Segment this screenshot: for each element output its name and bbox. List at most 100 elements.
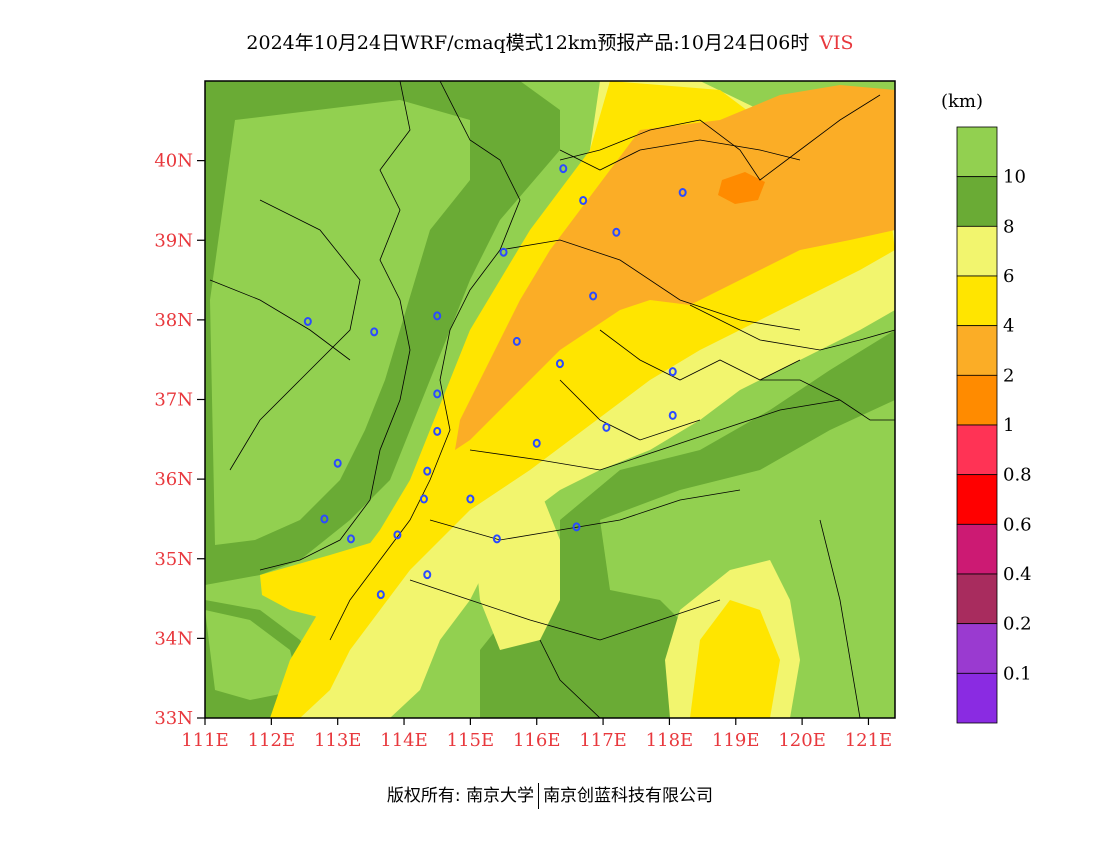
colorbar-label: 0.6 [1003,514,1032,535]
lon-tick-label: 119E [712,730,760,751]
colorbar-label: 4 [1003,316,1014,337]
colorbar-label: 6 [1003,266,1014,287]
boundary-line [819,519,861,718]
lon-tick-label: 112E [248,730,296,751]
city-marker [612,227,621,237]
city-marker [555,359,564,369]
boundary-lines [209,81,895,718]
colorbar-swatch [956,325,998,376]
vis-inner-green-se [600,400,895,718]
lat-tick-label: 39N [154,230,193,251]
copyright-footer: 版权所有: 南京大学 南京创蓝科技有限公司 [0,781,1100,809]
colorbar-label: 0.2 [1003,614,1032,635]
colorbar-swatch [956,623,998,674]
city-marker [559,164,568,174]
colorbar-swatch [956,225,998,277]
lat-tick-label: 36N [154,469,193,490]
boundary-line [409,579,721,641]
colorbar-swatch [956,474,998,525]
colorbar-swatch [956,672,998,724]
city-marker [423,466,432,476]
vis-region-4-6-west [260,540,400,620]
boundary-line [469,399,841,471]
city-marker [512,336,521,346]
footer-separator [538,783,540,809]
colorbar-label: 2 [1003,365,1014,386]
city-marker [668,367,677,377]
city-marker [333,458,342,468]
boundary-line [329,81,521,641]
colorbar-label: 0.8 [1003,465,1032,486]
vis-inner-green-west [210,100,470,545]
vis-inner-green-sw [205,610,300,700]
lat-tick-label: 34N [154,628,193,649]
city-marker [572,522,581,532]
city-marker [423,570,432,580]
colorbar-swatch [956,126,998,178]
lon-tick-label: 113E [314,730,362,751]
vis-region-1-2 [718,172,765,204]
title-text: 2024年10月24日WRF/cmaq模式12km预报产品:10月24日06时 [246,32,810,54]
vis-region-2-4 [455,85,895,450]
lat-tick-label: 35N [154,549,193,570]
legend-unit: (km) [941,91,984,112]
coastline [559,94,881,181]
city-marker [499,247,508,257]
lat-tick-label: 37N [154,390,193,411]
city-marker [532,438,541,448]
coastline [760,379,895,421]
colorbar-swatch [956,573,998,625]
lon-tick-label: 118E [646,730,694,751]
vis-region-4-6-se [690,600,780,718]
lon-tick-label: 116E [513,730,561,751]
city-marker [376,590,385,600]
boundary-line [499,239,801,331]
lon-tick-label: 120E [778,730,826,751]
city-marker [678,187,687,197]
lon-tick-label: 114E [380,730,428,751]
colorbar-label: 0.4 [1003,564,1032,585]
city-marker [602,422,611,432]
city-marker [433,426,442,436]
vis-region-6-8-south [470,490,560,650]
map-title: 2024年10月24日WRF/cmaq模式12km预报产品:10月24日06时 V… [0,28,1100,55]
city-marker [579,195,588,205]
colorbar-swatch [956,523,998,575]
lat-tick-label: 38N [154,310,193,331]
city-markers [303,164,687,600]
city-marker [419,494,428,504]
city-marker [433,389,442,399]
city-marker [492,534,501,544]
boundary-line [599,329,801,381]
copyright-label: 版权所有: [386,786,461,806]
colorbar-swatch [956,424,998,476]
owner-nju: 南京大学 [466,786,535,806]
colorbar-swatch [956,374,998,426]
city-marker [433,311,442,321]
city-marker [668,410,677,420]
lon-tick-label: 115E [447,730,495,751]
city-marker [370,327,379,337]
colorbar-label: 8 [1003,216,1014,237]
coastline [689,304,895,351]
colorbar-swatch [956,176,998,227]
city-marker [346,534,355,544]
boundary-line [259,81,411,571]
colorbar-label: 1 [1003,415,1014,436]
colorbar-label: 10 [1003,167,1026,188]
variable-label: VIS [819,32,854,54]
boundary-line [559,139,801,171]
colorbar-label: 0.1 [1003,663,1032,684]
city-marker [466,494,475,504]
city-marker [320,514,329,524]
lon-tick-label: 117E [579,730,627,751]
colorbar-swatch [956,275,998,327]
boundary-line [429,489,741,541]
owner-company: 南京创蓝科技有限公司 [543,786,714,806]
visibility-field [205,81,895,718]
lon-tick-label: 121E [845,730,893,751]
city-marker [393,530,402,540]
lon-tick-label: 111E [181,730,229,751]
